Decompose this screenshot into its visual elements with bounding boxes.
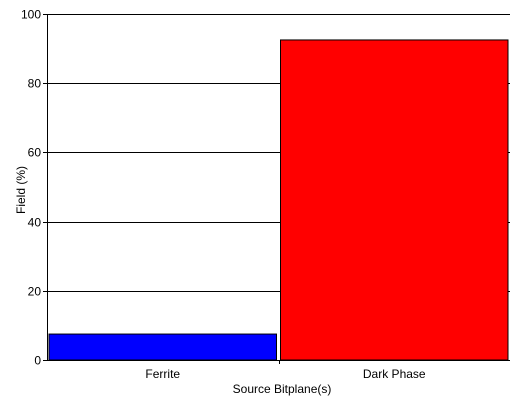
bar-ferrite [48,333,277,361]
y-tick-label: 0 [34,354,41,368]
x-tick-label: Ferrite [145,367,180,381]
axes [47,14,510,361]
x-axis-label: Source Bitplane(s) [233,382,332,396]
bars [48,39,509,361]
y-axis-label: Field (%) [14,166,28,214]
y-tick-label: 20 [28,285,42,299]
x-tick-label: Dark Phase [363,367,426,381]
bar-dark-phase [280,39,509,361]
y-tick-label: 40 [28,216,42,230]
y-tick-label: 60 [28,146,42,160]
y-tick-label: 100 [21,8,41,22]
ticks: 0 20 40 60 80 100 Ferrite Dark Phase [21,8,426,382]
y-tick-label: 80 [28,77,42,91]
